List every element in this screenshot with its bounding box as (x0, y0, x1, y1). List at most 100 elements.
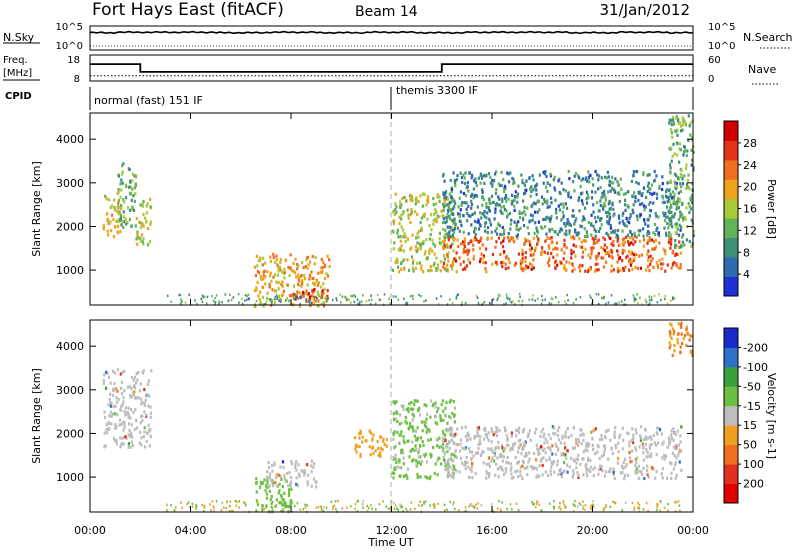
heatmap-cell (671, 154, 674, 158)
heatmap-cell (136, 242, 139, 246)
heatmap-cell (376, 439, 379, 444)
heatmap-cell (563, 221, 566, 226)
heatmap-cell (563, 441, 566, 445)
heatmap-cell (474, 472, 477, 476)
heatmap-cell (502, 455, 506, 459)
heatmap-cell (401, 505, 403, 509)
heatmap-cell (521, 430, 524, 434)
heatmap-cell (685, 325, 688, 329)
heatmap-cell (411, 425, 414, 429)
heatmap-cell (421, 504, 423, 507)
heatmap-cell (502, 449, 505, 453)
heatmap-cell (585, 176, 588, 180)
heatmap-cell (393, 445, 396, 450)
heatmap-cell (306, 504, 308, 507)
heatmap-cell (366, 510, 369, 513)
heatmap-cell (516, 192, 520, 196)
heatmap-cell (411, 233, 414, 237)
heatmap-cell (668, 219, 672, 223)
heatmap-cell (122, 428, 125, 432)
heatmap-cell (425, 420, 428, 424)
heatmap-cell (443, 458, 446, 462)
heatmap-cell (526, 226, 529, 230)
heatmap-cell (439, 418, 442, 423)
heatmap-cell (269, 298, 271, 301)
heatmap-cell (295, 294, 298, 299)
heatmap-cell (612, 214, 615, 218)
heatmap-cell (670, 433, 673, 437)
heatmap-cell (320, 291, 323, 295)
heatmap-cell (201, 300, 204, 303)
heatmap-cell (255, 477, 258, 481)
heatmap-cell (557, 301, 560, 304)
heatmap-cell (402, 435, 405, 439)
heatmap-cell (560, 508, 562, 511)
heatmap-cell (612, 229, 615, 233)
heatmap-cell (127, 406, 130, 410)
heatmap-cell (669, 166, 672, 170)
heatmap-cell (621, 258, 624, 263)
heatmap-cell (405, 407, 408, 411)
heatmap-cell (676, 119, 680, 123)
heatmap-cell (595, 229, 598, 233)
heatmap-cell (126, 410, 129, 415)
x-tick-label: 08:00 (275, 524, 307, 537)
heatmap-cell (283, 276, 286, 280)
heatmap-cell (272, 509, 274, 512)
heatmap-cell (679, 345, 682, 349)
heatmap-cell (416, 426, 419, 430)
heatmap-cell (470, 194, 473, 198)
heatmap-cell (365, 300, 368, 303)
heatmap-cell (567, 169, 570, 174)
heatmap-cell (134, 395, 137, 400)
heatmap-cell (104, 444, 107, 448)
heatmap-cell (488, 464, 491, 468)
heatmap-cell (296, 263, 299, 267)
heatmap-cell (279, 268, 282, 272)
heatmap-cell (616, 239, 619, 243)
heatmap-cell (539, 434, 542, 438)
heatmap-cell (149, 197, 152, 201)
heatmap-cell (680, 185, 683, 189)
heatmap-cell (498, 183, 502, 187)
heatmap-cell (238, 301, 240, 304)
heatmap-cell (677, 206, 680, 210)
heatmap-cell (550, 214, 553, 219)
heatmap-cell (488, 172, 491, 176)
heatmap-cell (308, 297, 312, 301)
heatmap-cell (265, 296, 269, 300)
heatmap-cell (630, 241, 633, 245)
heatmap-cell (679, 440, 682, 444)
heatmap-cell (432, 264, 435, 268)
heatmap-cell (633, 508, 635, 511)
heatmap-cell (546, 205, 549, 209)
heatmap-cell (680, 468, 683, 472)
heatmap-cell (411, 199, 414, 203)
heatmap-cell (529, 187, 532, 191)
heatmap-cell (402, 258, 405, 263)
heatmap-cell (133, 386, 137, 390)
heatmap-cell (470, 469, 473, 473)
heatmap-cell (378, 298, 381, 301)
heatmap-cell (394, 453, 397, 457)
colorbar-segment (724, 328, 738, 348)
heatmap-cell (675, 501, 678, 504)
heatmap-cell (438, 445, 441, 449)
heatmap-cell (610, 294, 613, 297)
heatmap-cell (136, 233, 139, 237)
heatmap-cell (611, 175, 614, 179)
heatmap-cell (444, 228, 447, 232)
heatmap-cell (446, 232, 449, 236)
heatmap-cell (178, 293, 181, 297)
heatmap-cell (149, 220, 152, 224)
heatmap-cell (495, 434, 498, 438)
heatmap-cell (448, 415, 451, 419)
heatmap-cell (150, 369, 153, 373)
heatmap-cell (466, 181, 469, 185)
heatmap-cell (447, 259, 450, 263)
heatmap-cell (446, 255, 449, 259)
heatmap-cell (669, 344, 672, 348)
heatmap-cell (609, 189, 612, 193)
heatmap-cell (451, 301, 454, 305)
heatmap-cell (565, 246, 568, 250)
